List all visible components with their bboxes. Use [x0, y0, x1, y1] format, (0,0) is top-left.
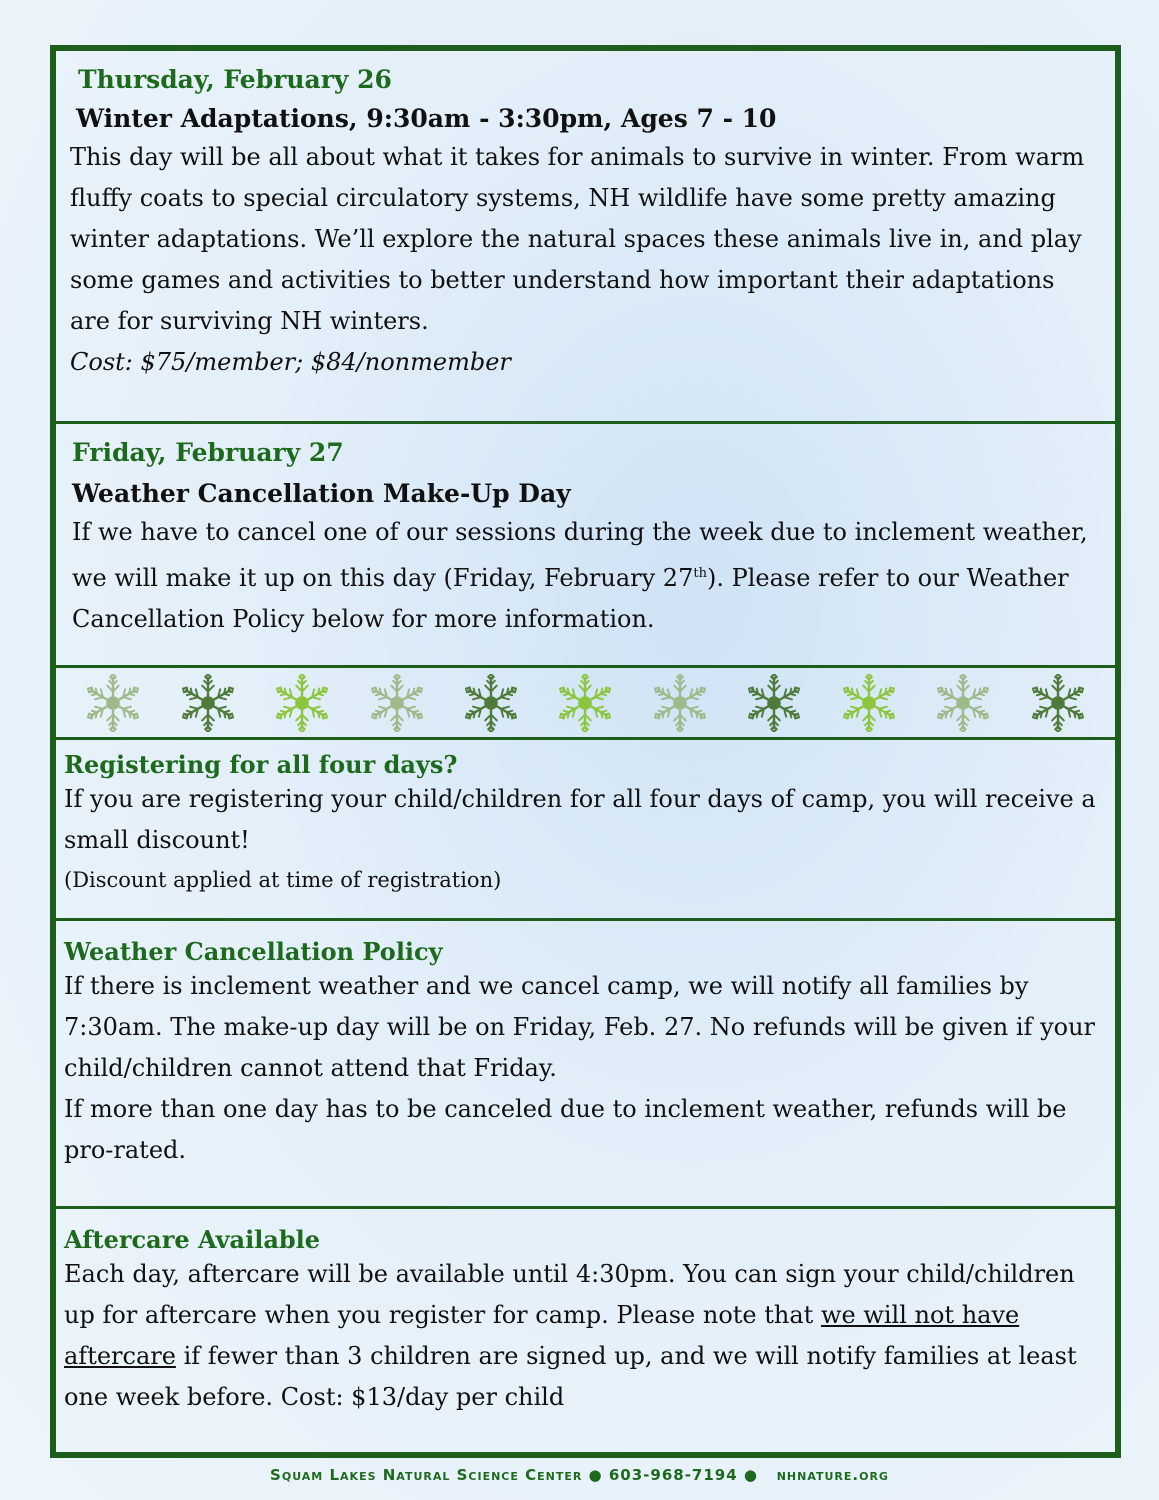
thursday-section: Thursday, February 26 Winter Adaptations… — [56, 51, 1115, 424]
friday-section: Friday, February 27 Weather Cancellation… — [56, 424, 1115, 668]
registering-body: If you are registering your child/childr… — [64, 785, 1096, 854]
snowflake-icon — [842, 673, 895, 732]
aftercare-heading: Aftercare Available — [64, 1225, 321, 1254]
aftercare-body: Each day, aftercare will be available un… — [64, 1254, 1095, 1418]
thursday-body: This day will be all about what it takes… — [70, 143, 1085, 335]
friday-body: If we have to cancel one of our sessions… — [72, 512, 1101, 640]
friday-title: Weather Cancellation Make-Up Day — [72, 479, 571, 508]
registering-heading: Registering for all four days? — [64, 750, 458, 779]
snowflake-icon — [937, 673, 990, 732]
superscript: th — [693, 566, 707, 581]
registering-note: (Discount applied at time of registratio… — [64, 868, 502, 892]
aftercare-body-part1: Each day, aftercare will be available un… — [64, 1260, 1075, 1329]
snowflake-icon — [653, 673, 707, 732]
snowflake-icon — [464, 673, 518, 732]
snowflake-icon — [1031, 673, 1084, 732]
friday-body-part1: If we have to cancel one of our sessions… — [72, 518, 1088, 592]
footer: Squam Lakes Natural Science Center ● 603… — [0, 1466, 1159, 1484]
footer-phone: 603-968-7194 — [608, 1466, 738, 1484]
aftercare-section: Aftercare Available Each day, aftercare … — [56, 1209, 1115, 1418]
snowflake-row — [56, 668, 1115, 737]
weather-body-2: If more than one day has to be canceled … — [64, 1095, 1067, 1164]
thursday-cost: Cost: $75/member; $84/nonmember — [70, 348, 511, 376]
snowflake-icon — [748, 673, 801, 732]
page-frame: Thursday, February 26 Winter Adaptations… — [50, 45, 1121, 1458]
thursday-title: Winter Adaptations, 9:30am - 3:30pm, Age… — [76, 104, 777, 133]
friday-body-part2: ). Please refer to our Weather Cancellat… — [72, 564, 1069, 633]
snowflake-icon — [181, 673, 234, 732]
snowflake-icon — [370, 673, 423, 732]
bullet-icon: ● — [743, 1466, 771, 1484]
weather-body-1: If there is inclement weather and we can… — [64, 972, 1096, 1082]
weather-policy-section: Weather Cancellation Policy If there is … — [56, 921, 1115, 1209]
footer-org: Squam Lakes Natural Science Center — [270, 1466, 583, 1484]
thursday-date: Thursday, February 26 — [78, 65, 392, 94]
aftercare-body-part2: if fewer than 3 children are signed up, … — [64, 1342, 1077, 1411]
snowflake-icon — [559, 673, 612, 732]
registering-section: Registering for all four days? If you ar… — [56, 740, 1115, 921]
footer-website: nhnature.org — [776, 1466, 889, 1484]
friday-date: Friday, February 27 — [72, 438, 344, 467]
snowflake-icon — [275, 673, 329, 732]
bullet-icon: ● — [588, 1466, 609, 1484]
aftercare-underlined-text: we will not have aftercare — [64, 1301, 1020, 1370]
snowflake-divider — [56, 668, 1115, 740]
weather-heading: Weather Cancellation Policy — [64, 937, 443, 966]
snowflake-icon — [87, 673, 140, 732]
